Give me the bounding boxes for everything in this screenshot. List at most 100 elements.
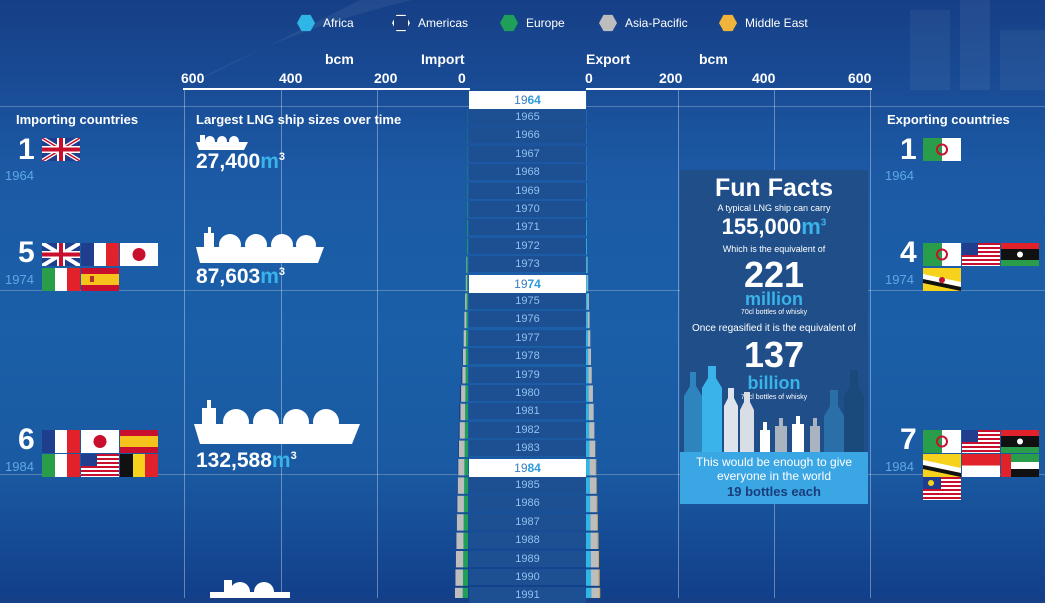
indonesia-flag-icon bbox=[962, 454, 1000, 477]
export-count-1964: 1 bbox=[900, 135, 917, 165]
export-bar-asia-pacific-1987 bbox=[590, 514, 597, 530]
year-label-1965: 1965 bbox=[469, 109, 586, 125]
export-bar-asia-pacific-1981 bbox=[589, 404, 594, 420]
export-bar-africa-1990 bbox=[586, 569, 591, 585]
algeria-flag-icon bbox=[923, 138, 961, 161]
export-bar-africa-1978 bbox=[586, 349, 588, 365]
import-bar-asia-pacific-1975 bbox=[465, 293, 466, 309]
export-bar-africa-1973 bbox=[586, 257, 587, 273]
fun-fact-footer-3: 19 bottles each bbox=[680, 484, 868, 499]
import-bar-europe-1981 bbox=[465, 404, 468, 420]
fun-fact-ship-volume: 155,000m3 bbox=[680, 214, 868, 240]
year-label-1972: 1972 bbox=[469, 238, 586, 254]
uae-flag-icon bbox=[1001, 454, 1039, 477]
export-bar-middle-east-1988 bbox=[598, 533, 599, 549]
import-bar-asia-pacific-1985 bbox=[458, 477, 464, 493]
fun-fact-small-1: 70cl bottles of whisky bbox=[680, 309, 868, 316]
import-bar-americas-1979 bbox=[461, 367, 462, 383]
year-label-1979: 1979 bbox=[469, 367, 586, 383]
export-bar-africa-1991 bbox=[586, 588, 591, 598]
fun-fact-footer-2: everyone in the world bbox=[680, 469, 868, 483]
fun-fact-word-1: million bbox=[680, 289, 868, 310]
import-bar-europe-1989 bbox=[463, 551, 468, 567]
year-label-1980: 1980 bbox=[469, 385, 586, 401]
import-bar-europe-1988 bbox=[463, 533, 468, 549]
import-bar-europe-1986 bbox=[464, 496, 468, 512]
brunei-flag-icon bbox=[923, 268, 961, 291]
export-bar-africa-1979 bbox=[586, 367, 588, 383]
algeria-flag-icon bbox=[923, 243, 961, 266]
year-label-1978: 1978 bbox=[469, 348, 586, 364]
import-bar-americas-1981 bbox=[459, 404, 460, 420]
year-label-1982: 1982 bbox=[469, 422, 586, 438]
export-bar-africa-1984 bbox=[586, 459, 590, 475]
export-bar-asia-pacific-1983 bbox=[589, 441, 595, 457]
export-bar-africa-1983 bbox=[586, 441, 589, 457]
year-label-1991: 1991 bbox=[469, 587, 586, 603]
libya-flag-icon bbox=[1001, 430, 1039, 453]
import-bar-americas-1982 bbox=[459, 422, 460, 438]
import-bar-asia-pacific-1987 bbox=[457, 514, 464, 530]
import-bar-europe-1976 bbox=[466, 312, 468, 328]
year-label-1976: 1976 bbox=[469, 311, 586, 327]
export-bar-africa-1986 bbox=[586, 496, 590, 512]
export-bar-asia-pacific-1978 bbox=[588, 349, 591, 365]
year-label-1989: 1989 bbox=[469, 551, 586, 567]
import-bar-europe-1971 bbox=[467, 220, 468, 236]
year-label-1983: 1983 bbox=[469, 440, 586, 456]
import-bar-europe-1973 bbox=[467, 257, 468, 273]
year-label-1984: 1984 bbox=[469, 459, 586, 477]
year-label-1966: 1966 bbox=[469, 127, 586, 143]
export-bar-asia-pacific-1974 bbox=[587, 275, 588, 291]
year-label-1975: 1975 bbox=[469, 293, 586, 309]
export-bar-asia-pacific-1976 bbox=[588, 312, 590, 328]
import-bar-europe-1987 bbox=[464, 514, 468, 530]
malaysia-flag-icon bbox=[923, 477, 961, 500]
year-label-1973: 1973 bbox=[469, 256, 586, 272]
import-bar-asia-pacific-1979 bbox=[462, 367, 465, 383]
import-bar-europe-1983 bbox=[465, 441, 468, 457]
fun-fact-line-3: Which is the equivalent of bbox=[680, 244, 868, 254]
export-year-1974: 1974 bbox=[885, 272, 914, 287]
export-bar-africa-1972 bbox=[586, 238, 587, 254]
import-bar-asia-pacific-1976 bbox=[464, 312, 466, 328]
year-label-1964: 1964 bbox=[469, 91, 586, 109]
export-bar-asia-pacific-1982 bbox=[589, 422, 594, 438]
import-bar-asia-pacific-1984 bbox=[458, 459, 464, 475]
export-bar-africa-1976 bbox=[586, 312, 588, 328]
import-bar-europe-1979 bbox=[466, 367, 468, 383]
year-label-1987: 1987 bbox=[469, 514, 586, 530]
year-label-1988: 1988 bbox=[469, 532, 586, 548]
export-bar-asia-pacific-1975 bbox=[587, 293, 588, 309]
import-bar-asia-pacific-1986 bbox=[457, 496, 464, 512]
export-bar-asia-pacific-1979 bbox=[588, 367, 591, 383]
exporting-title: Exporting countries bbox=[887, 112, 1010, 127]
export-year-1964: 1964 bbox=[885, 168, 914, 183]
export-bar-asia-pacific-1991 bbox=[591, 588, 599, 598]
export-bar-middle-east-1990 bbox=[599, 569, 600, 585]
year-label-1968: 1968 bbox=[469, 164, 586, 180]
export-year-1984: 1984 bbox=[885, 459, 914, 474]
import-bar-asia-pacific-1980 bbox=[461, 385, 465, 401]
import-bar-europe-1991 bbox=[463, 588, 468, 598]
export-bar-africa-1970 bbox=[586, 201, 587, 217]
import-bar-europe-1990 bbox=[463, 569, 468, 585]
fun-facts-footer: This would be enough to give everyone in… bbox=[680, 452, 868, 504]
export-bar-africa-1971 bbox=[586, 220, 587, 236]
export-count-1984: 7 bbox=[900, 425, 917, 455]
usa-flag-icon bbox=[962, 430, 1000, 453]
year-label-1967: 1967 bbox=[469, 146, 586, 162]
usa-flag-icon bbox=[962, 243, 1000, 266]
whisky-bottles-icon bbox=[680, 366, 868, 452]
export-count-1974: 4 bbox=[900, 238, 917, 268]
import-bar-americas-1983 bbox=[458, 441, 459, 457]
year-label-1990: 1990 bbox=[469, 569, 586, 585]
export-bar-asia-pacific-1989 bbox=[591, 551, 598, 567]
year-label-1977: 1977 bbox=[469, 330, 586, 346]
year-label-1986: 1986 bbox=[469, 495, 586, 511]
export-bar-africa-1988 bbox=[586, 533, 591, 549]
import-bar-asia-pacific-1982 bbox=[460, 422, 465, 438]
year-label-1985: 1985 bbox=[469, 477, 586, 493]
import-bar-europe-1984 bbox=[464, 459, 468, 475]
fun-fact-line-4: Once regasified it is the equivalent of bbox=[680, 323, 868, 334]
